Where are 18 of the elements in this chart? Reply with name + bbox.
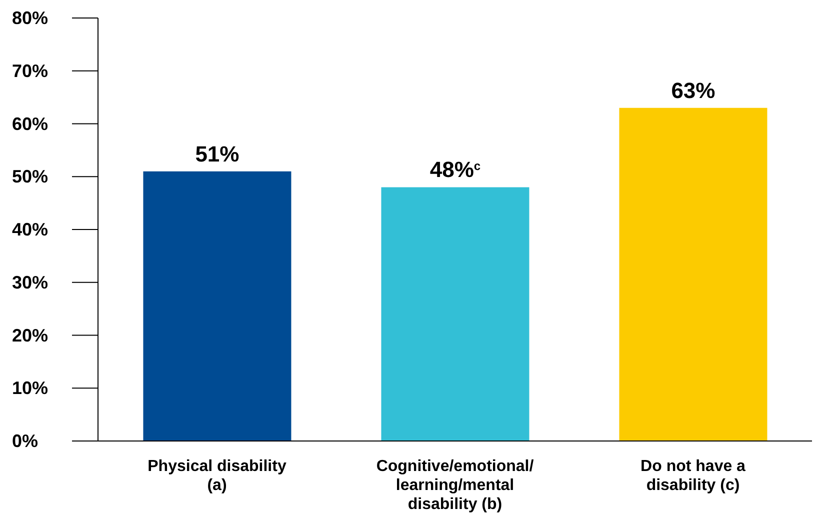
- bar: [143, 171, 292, 441]
- y-tick-label: 60%: [12, 114, 48, 134]
- y-tick-label: 50%: [12, 166, 48, 187]
- y-tick-label: 10%: [12, 378, 48, 398]
- data-label: 63%: [671, 78, 716, 103]
- y-tick-label: 20%: [12, 325, 48, 346]
- x-tick-label: Cognitive/emotional/learning/mental disability (b): [376, 458, 534, 513]
- bar: [381, 187, 530, 441]
- data-label: 48%$^{c}$: [430, 157, 481, 182]
- x-tick-label: Physical disability (a): [148, 458, 286, 494]
- x-tick-label: Do not have a disability (c): [640, 458, 746, 494]
- y-tick-label: 0%: [12, 431, 38, 451]
- bar: [619, 108, 768, 441]
- y-tick-label: 70%: [12, 60, 48, 81]
- y-tick-label: 40%: [12, 220, 48, 240]
- y-tick-label: 80%: [12, 8, 48, 28]
- data-label: 51%: [195, 141, 240, 166]
- y-tick-label: 30%: [12, 272, 48, 292]
